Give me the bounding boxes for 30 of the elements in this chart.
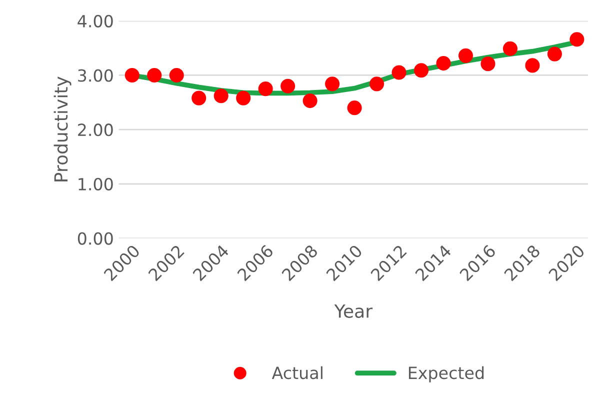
y-tick-label: 2.00 [78,124,113,136]
legend-label: Expected [408,366,484,382]
point [302,93,318,108]
point [392,65,406,80]
point [347,100,362,116]
point [280,78,296,94]
x-axis-title: Year [334,304,373,318]
legend-label: Actual [272,366,322,380]
point [214,88,228,104]
point [370,76,384,92]
point [169,68,184,83]
point [236,90,251,106]
point [480,56,496,72]
point [124,68,140,83]
point [325,76,340,92]
y-tick-label: 0.00 [78,232,113,245]
point [414,63,429,78]
point [258,82,273,96]
y-tick-label: 1.00 [78,178,113,190]
y-tick-label: 3.00 [78,69,113,82]
point [502,41,518,56]
point [458,48,474,63]
point [547,46,562,62]
point [525,58,540,73]
point [570,32,584,47]
y-axis-title: Productivity [54,76,72,182]
point [147,68,162,83]
point [192,90,206,106]
y-tick-label: 4.00 [78,14,113,28]
point [436,56,451,71]
